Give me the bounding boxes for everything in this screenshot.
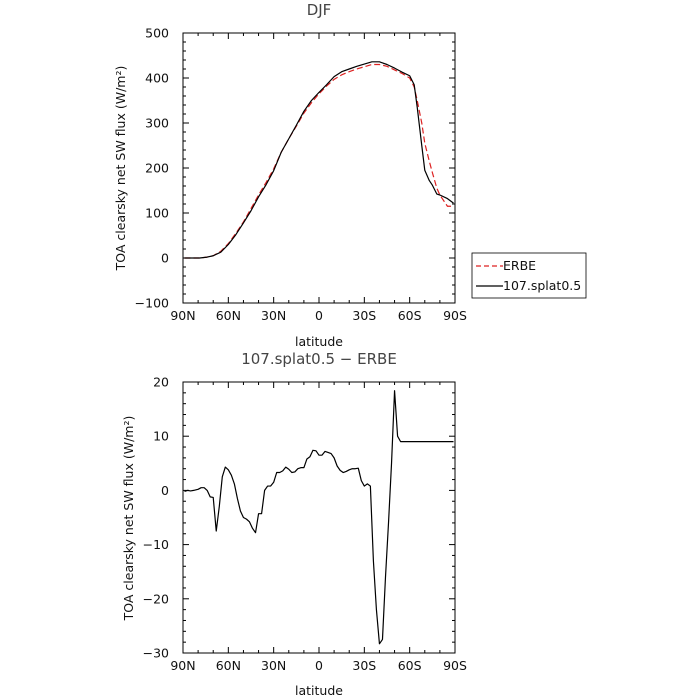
x-tick-label: 60S	[398, 658, 422, 673]
y-tick-label: −100	[135, 296, 169, 311]
series-line-107-splat0-5	[184, 61, 454, 259]
y-tick-label: 20	[153, 375, 169, 390]
x-tick-label: 0	[315, 658, 323, 673]
top-x-axis-label: latitude	[295, 334, 343, 349]
y-tick-label: 500	[145, 26, 169, 41]
x-tick-label: 90S	[443, 658, 467, 673]
bottom-chart-title: 107.splat0.5 − ERBE	[241, 350, 397, 368]
bottom-y-axis-label: TOA clearsky net SW flux (W/m²)	[121, 416, 136, 622]
y-tick-label: 10	[153, 429, 169, 444]
top-y-axis-label: TOA clearsky net SW flux (W/m²)	[113, 66, 128, 272]
x-tick-label: 0	[315, 308, 323, 323]
legend-box	[471, 252, 587, 299]
series-line-difference	[184, 390, 454, 645]
x-tick-label: 30S	[352, 308, 376, 323]
legend: ERBE 107.splat0.5	[471, 252, 587, 299]
y-tick-label: 200	[145, 161, 169, 176]
y-tick-label: −20	[143, 591, 169, 606]
x-tick-label: 60S	[398, 308, 422, 323]
series-line-erbe	[184, 63, 454, 259]
x-tick-label: 90N	[170, 308, 195, 323]
bottom-x-axis-label: latitude	[295, 683, 343, 698]
bottom-plot-area: 90N 60N 30N 0 30S 60S 90S −30 −20 −10 0 10 20	[143, 375, 467, 674]
top-chart: DJF 90N 60N 30N 0 30S 60S 90S −100 0 100 200 300 400…	[113, 1, 467, 349]
y-tick-label: 100	[145, 206, 169, 221]
x-tick-label: 30S	[352, 658, 376, 673]
y-tick-label: 300	[145, 116, 169, 131]
x-tick-label: 30N	[261, 308, 286, 323]
top-chart-title: DJF	[307, 1, 332, 19]
x-tick-label: 90N	[170, 658, 195, 673]
x-tick-label: 90S	[443, 308, 467, 323]
y-tick-label: −10	[143, 537, 169, 552]
y-tick-label: 0	[161, 483, 169, 498]
y-tick-label: 0	[161, 251, 169, 266]
legend-model-label: 107.splat0.5	[503, 278, 581, 293]
plot-frame	[182, 381, 456, 654]
bottom-chart: 107.splat0.5 − ERBE 90N 60N 30N 0 30S 60S 90S −…	[121, 350, 467, 698]
y-tick-label: 400	[145, 71, 169, 86]
x-tick-label: 60N	[216, 658, 241, 673]
plot-frame	[182, 32, 456, 304]
x-tick-label: 30N	[261, 658, 286, 673]
top-plot-area: 90N 60N 30N 0 30S 60S 90S −100 0 100 200 300 400 500	[135, 26, 467, 324]
y-tick-label: −30	[143, 646, 169, 661]
legend-erbe-label: ERBE	[503, 258, 536, 273]
x-tick-label: 60N	[216, 308, 241, 323]
